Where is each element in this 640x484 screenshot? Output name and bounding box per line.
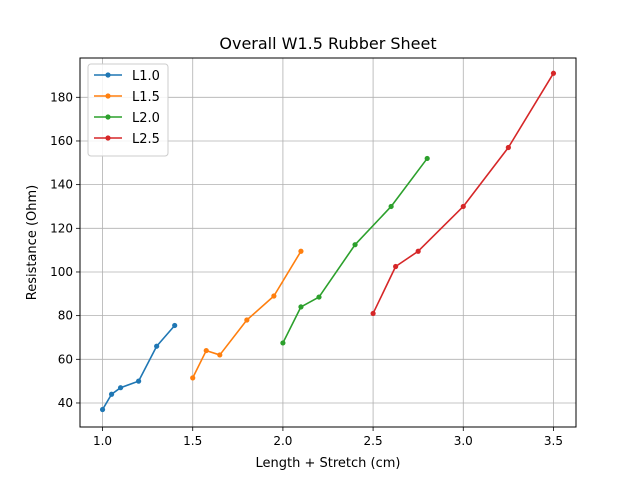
legend-label-l1-5: L1.5 — [132, 90, 160, 105]
x-tick-label: 3.0 — [454, 434, 473, 448]
series-l1-5 — [190, 248, 304, 381]
axes-frame — [79, 57, 577, 428]
data-point-l2-5 — [393, 263, 399, 270]
grid-lines — [80, 58, 576, 427]
series-line-l2-5 — [372, 72, 555, 314]
data-point-l1-0 — [154, 343, 160, 349]
legend-entry-l2-0: L2.0 — [94, 111, 160, 126]
legend-label-l2-0: L2.0 — [132, 111, 160, 126]
series-l2-0 — [280, 155, 430, 346]
series-l1-0 — [99, 322, 178, 413]
data-point-l2-0 — [352, 242, 358, 248]
x-tick-label: 3.5 — [544, 434, 563, 448]
legend-box — [87, 63, 169, 157]
data-point-l1-5 — [217, 352, 223, 358]
data-point-l1-5 — [271, 293, 277, 299]
y-tick-label: 120 — [50, 221, 73, 235]
data-point-l2-5 — [460, 203, 466, 210]
series-line-l1-5 — [192, 250, 302, 379]
x-axis-label: Length + Stretch (cm) — [256, 456, 401, 471]
legend-marker-l2-5 — [105, 135, 111, 141]
data-point-l2-5 — [505, 144, 511, 151]
series-layer — [99, 70, 557, 413]
x-tick-label: 1.5 — [183, 434, 202, 448]
data-point-l2-0 — [316, 294, 322, 300]
legend-entry-l1-0: L1.0 — [94, 69, 160, 84]
data-point-l1-5 — [298, 248, 304, 254]
data-point-l2-5 — [370, 310, 376, 317]
data-point-l2-5 — [550, 70, 557, 76]
y-tick-label: 180 — [50, 90, 73, 104]
y-tick-label: 100 — [50, 265, 73, 279]
legend: L1.0 L1.5 L2.0 L2.5 — [87, 63, 169, 157]
data-point-l1-0 — [136, 378, 142, 384]
data-point-l1-0 — [99, 406, 106, 413]
data-point-l1-0 — [108, 391, 115, 397]
y-tick-label: 140 — [50, 178, 73, 192]
legend-entry-l1-5: L1.5 — [94, 90, 160, 105]
legend-label-l2-5: L2.5 — [132, 132, 160, 147]
data-point-l2-5 — [415, 248, 421, 254]
legend-marker-l2-0 — [105, 114, 111, 120]
data-point-l2-0 — [298, 304, 304, 310]
x-tick-label: 2.0 — [273, 434, 292, 448]
series-line-l1-0 — [101, 324, 176, 410]
y-tick-label: 60 — [58, 352, 73, 366]
y-axis-label: Resistance (Ohm) — [25, 185, 40, 300]
legend-entry-l2-5: L2.5 — [94, 132, 160, 147]
data-point-l2-0 — [388, 203, 394, 210]
y-tick-label: 160 — [50, 134, 73, 148]
data-point-l2-0 — [280, 340, 286, 346]
legend-marker-l1-0 — [105, 72, 111, 78]
data-point-l1-5 — [190, 375, 196, 381]
data-point-l1-5 — [244, 317, 250, 323]
legend-label-l1-0: L1.0 — [132, 69, 160, 84]
legend-marker-l1-5 — [105, 93, 111, 99]
series-line-l2-0 — [282, 157, 428, 344]
data-point-l1-0 — [172, 322, 178, 329]
x-tick-label: 1.0 — [93, 434, 112, 448]
data-point-l1-0 — [117, 385, 124, 391]
data-point-l1-5 — [203, 347, 209, 354]
chart-title: Overall W1.5 Rubber Sheet — [219, 34, 436, 53]
x-tick-label: 2.5 — [364, 434, 383, 448]
data-point-l2-0 — [424, 155, 430, 162]
series-l2-5 — [370, 70, 557, 317]
y-tick-label: 80 — [58, 309, 73, 323]
y-tick-label: 40 — [58, 396, 73, 410]
axis-ticks: 1.0 1.5 2.0 2.5 3.0 3.5 40 60 80 100 120 140 160 180 — [50, 90, 563, 448]
